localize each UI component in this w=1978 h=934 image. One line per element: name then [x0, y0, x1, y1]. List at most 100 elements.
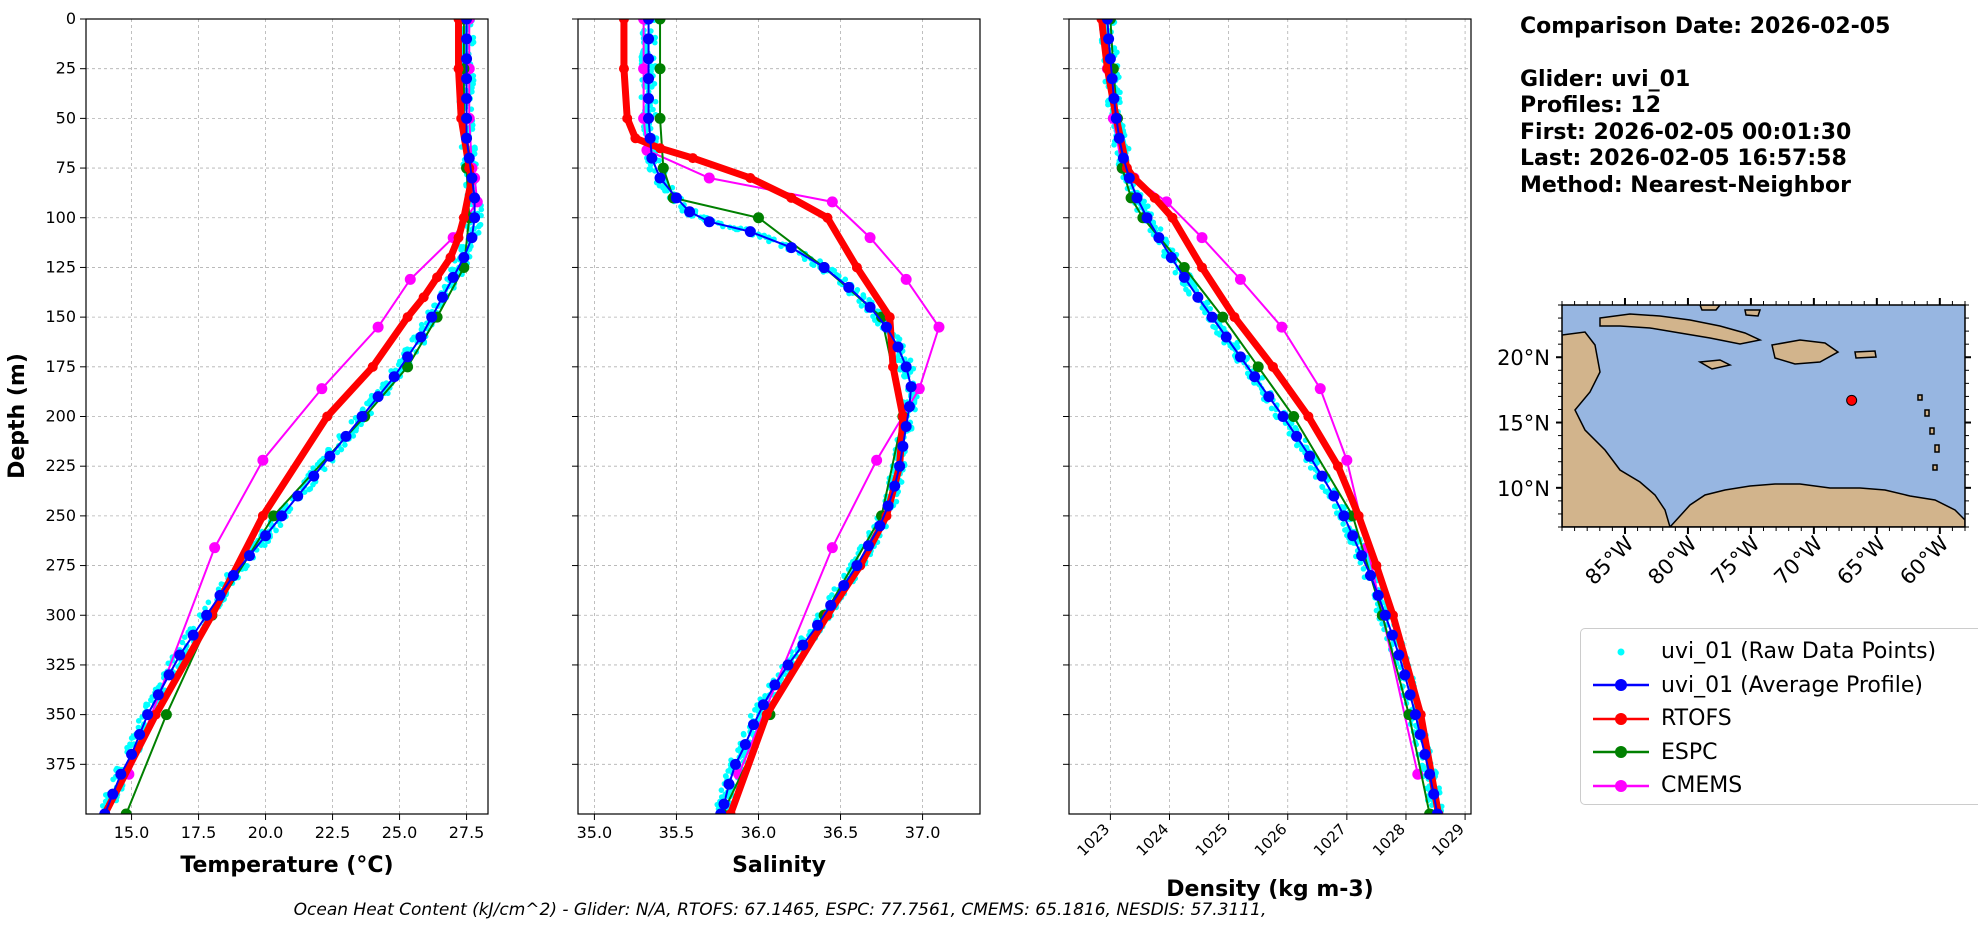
- glider-location-marker: [1846, 394, 1858, 406]
- series-point: [1288, 411, 1300, 422]
- series-point: [1178, 261, 1190, 273]
- raw-point: [722, 773, 729, 779]
- x-tick-label: 35.0: [577, 823, 613, 842]
- grid-0: [86, 18, 488, 814]
- series-point: [120, 808, 132, 814]
- series-point: [703, 216, 715, 228]
- raw-point: [1234, 339, 1241, 346]
- series-point: [745, 173, 756, 183]
- series-point: [1102, 63, 1113, 74]
- series-point: [1165, 252, 1177, 263]
- series-point: [654, 172, 666, 184]
- series-point: [1197, 262, 1208, 273]
- raw-point: [810, 262, 817, 269]
- raw-point: [1117, 89, 1123, 96]
- raw-point: [475, 229, 482, 236]
- series-point: [818, 261, 830, 273]
- series-point: [99, 808, 111, 814]
- land-hispaniola: [1771, 339, 1840, 365]
- raw-point: [348, 418, 355, 425]
- raw-point: [842, 276, 849, 283]
- series-point: [461, 112, 473, 124]
- x-tick-label: 35.5: [659, 823, 695, 842]
- raw-point: [110, 776, 116, 783]
- series-point: [654, 112, 666, 124]
- series-point: [646, 152, 658, 164]
- series-point: [913, 383, 925, 395]
- legend-swatch: [1591, 742, 1651, 762]
- series-point: [1149, 192, 1160, 203]
- series-point: [703, 172, 715, 184]
- legend-item: CMEMS: [1591, 769, 1978, 803]
- land-lesser-antilles: [1917, 394, 1940, 471]
- raw-point: [1333, 510, 1340, 516]
- series-point: [1220, 331, 1232, 343]
- raw-point: [472, 144, 478, 151]
- x-tick-label: 36.0: [741, 823, 777, 842]
- land-cuba: [1599, 313, 1763, 345]
- series-point: [187, 629, 199, 641]
- raw-point: [364, 400, 370, 407]
- series-point: [864, 301, 876, 313]
- series-point: [1234, 273, 1246, 285]
- x-tick-label: 22.5: [315, 823, 351, 842]
- raw-point: [411, 334, 417, 341]
- y-tick-label: 150: [45, 307, 76, 326]
- series-point: [1399, 669, 1411, 681]
- series-point: [622, 113, 633, 124]
- raw-point: [181, 634, 188, 641]
- series-point: [107, 788, 119, 800]
- x-tick-label: 37.0: [905, 823, 941, 842]
- raw-point: [896, 336, 903, 342]
- x-tick-label: 20.0: [248, 823, 284, 842]
- series-point: [1196, 232, 1208, 244]
- raw-point: [718, 794, 725, 800]
- series-point: [142, 709, 154, 721]
- series-point: [657, 162, 669, 174]
- series-point: [163, 669, 175, 681]
- series-point: [785, 242, 797, 254]
- series-point: [889, 480, 901, 492]
- series-point: [1379, 609, 1391, 621]
- last-time: Last: 2026-02-05 16:57:58: [1520, 146, 1847, 171]
- series-point: [888, 361, 899, 372]
- series-point: [1276, 321, 1288, 333]
- map-lon-label: 80°W: [1643, 531, 1701, 589]
- map-lat-label: 15°N: [1497, 412, 1550, 436]
- raw-point: [1331, 503, 1338, 510]
- raw-point: [242, 565, 249, 572]
- series-point: [892, 341, 904, 353]
- x-axis-label: Density (kg m-3): [1166, 877, 1374, 902]
- raw-point: [142, 703, 149, 710]
- y-tick-label: 175: [45, 357, 76, 376]
- ocean-heat-content-footer: Ocean Heat Content (kJ/cm^2) - Glider: N…: [293, 900, 1267, 920]
- series-point: [933, 321, 945, 333]
- raw-point: [747, 713, 754, 719]
- raw-point: [469, 122, 476, 128]
- y-tick-label: 75: [56, 158, 76, 177]
- series-point: [1267, 361, 1278, 372]
- raw-point: [1157, 226, 1164, 232]
- series-point: [1106, 73, 1118, 85]
- series-point: [402, 361, 414, 373]
- raw-point: [449, 266, 456, 273]
- raw-point: [334, 449, 341, 456]
- series-point: [851, 560, 863, 572]
- legend-item: uvi_01 (Average Profile): [1591, 669, 1978, 703]
- y-tick-label: 325: [45, 655, 76, 674]
- series-point: [1291, 430, 1303, 442]
- series-point: [897, 411, 908, 422]
- series-point: [825, 599, 837, 611]
- series-point: [402, 351, 414, 363]
- legend-swatch: [1591, 642, 1651, 662]
- series-point: [126, 748, 138, 760]
- raw-point: [205, 599, 212, 606]
- legend: uvi_01 (Raw Data Points) uvi_01 (Average …: [1580, 628, 1978, 805]
- y-tick-label: 100: [45, 208, 76, 227]
- series-point: [897, 440, 909, 452]
- series-point: [739, 738, 751, 750]
- series-point: [1252, 361, 1264, 373]
- series-point: [894, 460, 906, 472]
- series-point: [1428, 788, 1440, 800]
- series-point: [134, 729, 146, 740]
